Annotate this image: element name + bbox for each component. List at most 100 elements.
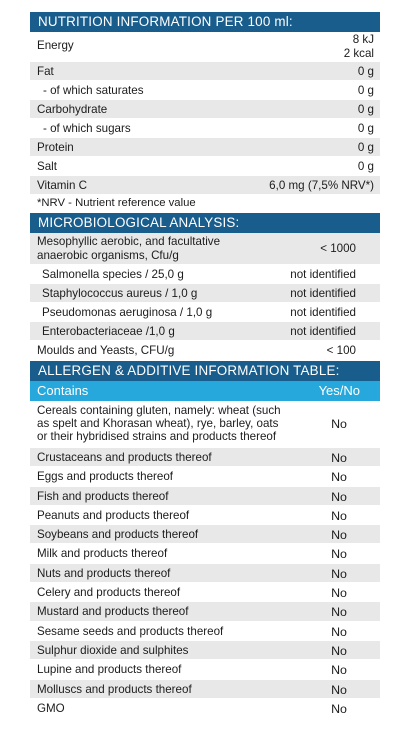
- row-label: - of which saturates: [43, 84, 144, 97]
- nrv-footnote: *NRV - Nutrient reference value: [37, 197, 196, 209]
- row-value: No: [331, 624, 347, 639]
- allergen-row: Celery and products thereof No: [30, 583, 380, 603]
- nutrition-sheet: NUTRITION INFORMATION PER 100 ml: Energy…: [30, 12, 380, 719]
- row-value: No: [331, 547, 347, 562]
- allergen-column-header: Contains Yes/No: [30, 381, 380, 401]
- nutrition-row-salt: Salt 0 g: [30, 157, 380, 176]
- row-label: Moulds and Yeasts, CFU/g: [37, 344, 175, 357]
- allergen-header: ALLERGEN & ADDITIVE INFORMATION TABLE:: [30, 361, 380, 381]
- micro-row-mesophyllic: Mesophyllic aerobic, and facultative ana…: [30, 233, 380, 265]
- row-value: 0 g: [357, 65, 374, 78]
- row-value: 0 g: [357, 160, 374, 173]
- allergen-row: Soybeans and products thereof No: [30, 525, 380, 545]
- row-label: Celery and products thereof: [37, 586, 181, 600]
- allergen-row: Nuts and products thereof No: [30, 563, 380, 584]
- row-value: not identified: [290, 287, 356, 300]
- row-label: Pseudomonas aeruginosa / 1,0 g: [42, 306, 213, 319]
- allergen-row: Crustaceans and products thereof No: [30, 448, 380, 468]
- nutrition-header: NUTRITION INFORMATION PER 100 ml:: [30, 12, 380, 32]
- allergen-row: Lupine and products thereof No: [30, 660, 380, 680]
- row-label: Milk and products thereof: [37, 547, 168, 561]
- allergen-row: Peanuts and products thereof No: [30, 506, 380, 526]
- row-value: No: [331, 566, 347, 581]
- row-label: Molluscs and products thereof: [37, 682, 192, 696]
- micro-row-moulds: Moulds and Yeasts, CFU/g < 100: [30, 341, 380, 360]
- micro-row-enterobacteriaceae: Enterobacteriaceae /1,0 g not identified: [30, 322, 380, 341]
- row-value: < 100: [326, 344, 356, 357]
- energy-kcal: 2 kcal: [343, 47, 374, 60]
- row-label-line1: Mesophyllic aerobic, and facultative: [37, 235, 221, 248]
- row-label: Eggs and products thereof: [37, 470, 173, 484]
- allergen-row: Milk and products thereof No: [30, 544, 380, 564]
- energy-kj: 8 kJ: [352, 33, 374, 46]
- row-value: 0 g: [357, 141, 374, 154]
- allergen-row-cereals: Cereals containing gluten, namely: wheat…: [30, 401, 380, 448]
- row-value: No: [331, 489, 347, 504]
- nutrition-row-protein: Protein 0 g: [30, 138, 380, 157]
- row-value: No: [331, 508, 347, 523]
- row-label: Lupine and products thereof: [37, 663, 182, 677]
- row-label: Sesame seeds and products thereof: [37, 624, 224, 638]
- row-label: Nuts and products thereof: [37, 566, 171, 580]
- row-label: Staphylococcus aureus / 1,0 g: [42, 287, 198, 300]
- nutrition-row-carbohydrate: Carbohydrate 0 g: [30, 100, 380, 119]
- row-label: Sulphur dioxide and sulphites: [37, 643, 189, 657]
- row-label-line3: or their hybridised strains and products…: [37, 430, 277, 444]
- row-value: 0 g: [357, 84, 374, 97]
- row-label: Carbohydrate: [37, 103, 108, 116]
- micro-row-salmonella: Salmonella species / 25,0 g not identifi…: [30, 265, 380, 284]
- row-label-line2: as spelt and Khorasan wheat), rye, barle…: [37, 417, 279, 431]
- row-value: No: [331, 643, 347, 658]
- row-label: - of which sugars: [43, 122, 131, 135]
- row-label: Fat: [37, 65, 54, 78]
- row-value: No: [331, 605, 347, 620]
- contains-column-label: Contains: [37, 383, 89, 398]
- micro-header: MICROBIOLOGICAL ANALYSIS:: [30, 213, 380, 233]
- allergen-row: Eggs and products thereof No: [30, 467, 380, 487]
- row-value: No: [331, 586, 347, 601]
- row-label: Salt: [37, 160, 57, 173]
- allergen-row: Molluscs and products thereof No: [30, 679, 380, 699]
- row-label: Cereals containing gluten, namely: wheat…: [37, 404, 281, 444]
- micro-row-staphylococcus: Staphylococcus aureus / 1,0 g not identi…: [30, 284, 380, 303]
- row-label: Vitamin C: [37, 179, 88, 192]
- row-label: Enterobacteriaceae /1,0 g: [42, 325, 175, 338]
- row-label: Soybeans and products thereof: [37, 528, 199, 542]
- nutrition-row-energy: Energy 8 kJ 2 kcal: [30, 32, 380, 62]
- row-value: 0 g: [357, 103, 374, 116]
- nutrition-row-vitamin-c: Vitamin C 6,0 mg (7,5% NRV*): [30, 176, 380, 195]
- allergen-row: Fish and products thereof No: [30, 486, 380, 506]
- row-value: No: [331, 701, 347, 716]
- row-value: No: [331, 451, 347, 465]
- row-value: not identified: [290, 325, 356, 338]
- row-label: Protein: [37, 141, 74, 154]
- row-value: < 1000: [320, 242, 356, 255]
- allergen-row: Mustard and products thereof No: [30, 602, 380, 622]
- row-label: Fish and products thereof: [37, 489, 169, 503]
- nutrition-row-saturates: - of which saturates 0 g: [30, 81, 380, 100]
- nutrition-row-fat: Fat 0 g: [30, 62, 380, 81]
- allergen-row: Sulphur dioxide and sulphites No: [30, 640, 380, 661]
- nutrition-row-sugars: - of which sugars 0 g: [30, 119, 380, 138]
- allergen-list: Crustaceans and products thereof No Eggs a…: [30, 448, 380, 719]
- allergen-row: GMO No: [30, 699, 380, 719]
- row-value: No: [331, 682, 347, 697]
- row-value: 6,0 mg (7,5% NRV*): [269, 179, 374, 192]
- row-label: Energy: [37, 39, 74, 52]
- row-value: No: [331, 417, 347, 431]
- row-value: 8 kJ 2 kcal: [344, 33, 374, 61]
- row-label: Peanuts and products thereof: [37, 508, 190, 522]
- row-label-line1: Cereals containing gluten, namely: wheat…: [37, 404, 281, 417]
- row-label: Mustard and products thereof: [37, 605, 189, 619]
- row-label: Crustaceans and products thereof: [37, 451, 212, 464]
- row-label: Salmonella species / 25,0 g: [42, 268, 184, 281]
- row-label-line2: anaerobic organisms, Cfu/g: [37, 248, 179, 262]
- row-value: No: [331, 528, 347, 543]
- row-value: not identified: [290, 268, 356, 281]
- yes-no-column-label: Yes/No: [318, 383, 360, 398]
- row-label: GMO: [37, 701, 65, 715]
- row-value: 0 g: [357, 122, 374, 135]
- row-value: not identified: [290, 306, 356, 319]
- allergen-row: Sesame seeds and products thereof No: [30, 622, 380, 641]
- row-value: No: [331, 470, 347, 485]
